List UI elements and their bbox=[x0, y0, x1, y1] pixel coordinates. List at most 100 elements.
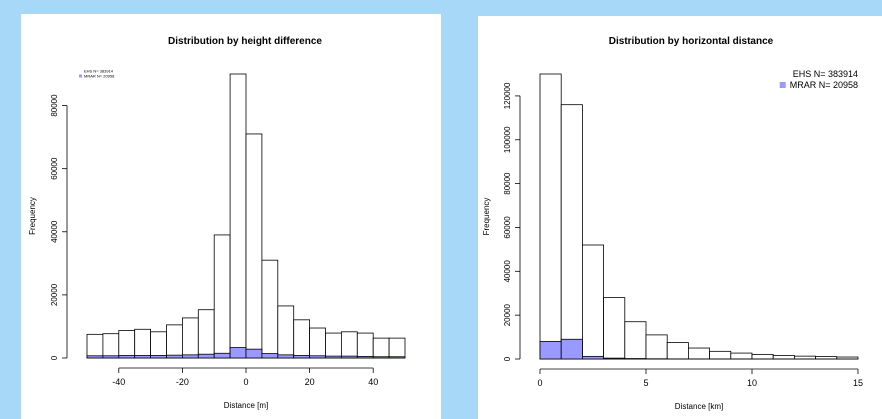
series-1-bars bbox=[539, 338, 859, 360]
legend-entry-label: MRAR N= 20958 bbox=[790, 80, 858, 90]
horizontal-distance-chart-panel: Distribution by horizontal distance 0 5 10 1… bbox=[478, 16, 882, 419]
y-axis-label: Frequency bbox=[482, 198, 491, 236]
histogram-bar bbox=[709, 350, 732, 360]
y-tick-label: 80000 bbox=[50, 94, 59, 117]
histogram-bar bbox=[539, 341, 562, 360]
histogram-bar bbox=[356, 356, 374, 359]
y-tick-label: 80000 bbox=[503, 172, 512, 195]
x-tick-label: 20 bbox=[305, 377, 315, 387]
histogram-bar bbox=[166, 324, 183, 359]
histogram-bar bbox=[772, 355, 795, 360]
legend-entry-swatch bbox=[779, 82, 786, 88]
y-tick-label: 40000 bbox=[50, 220, 59, 243]
y-tick-label: 20000 bbox=[503, 303, 512, 326]
histogram-bar bbox=[245, 348, 263, 359]
histogram-bar bbox=[388, 356, 406, 359]
histogram-bar bbox=[582, 355, 605, 360]
y-tick-label: 60000 bbox=[50, 157, 59, 180]
histogram-bar bbox=[372, 337, 390, 359]
histogram-bar bbox=[213, 352, 231, 359]
y-tick-label: 60000 bbox=[503, 216, 512, 239]
histogram-bar bbox=[560, 338, 583, 360]
histogram-bar bbox=[730, 352, 753, 360]
histogram-bar bbox=[197, 353, 215, 359]
legend-entry-swatch bbox=[79, 74, 82, 78]
y-axis-label: Frequency bbox=[28, 197, 37, 235]
histogram-bar bbox=[181, 354, 199, 359]
histogram-bar bbox=[181, 317, 199, 359]
x-tick-label: 40 bbox=[368, 377, 378, 387]
histogram-bar bbox=[134, 355, 151, 359]
histogram-bar bbox=[277, 305, 295, 359]
histogram-bar bbox=[86, 333, 104, 359]
histogram-bar bbox=[325, 355, 342, 359]
histogram-bar bbox=[293, 319, 311, 359]
histogram-bar bbox=[603, 297, 626, 360]
x-tick-label: 0 bbox=[243, 377, 248, 387]
histogram-bar bbox=[197, 309, 215, 359]
height-difference-chart-panel: Distribution by height difference -40 -20 0… bbox=[21, 14, 441, 419]
histogram-bar bbox=[86, 355, 104, 359]
histogram-bar bbox=[118, 330, 136, 359]
histogram-bar bbox=[560, 104, 583, 360]
series-1-bars bbox=[86, 347, 406, 359]
histogram-bar bbox=[340, 331, 358, 359]
x-tick-label: -20 bbox=[176, 377, 189, 387]
histogram-bar bbox=[229, 347, 247, 359]
histogram-bar bbox=[118, 355, 136, 359]
histogram-bar bbox=[751, 353, 774, 360]
chart-title: Distribution by horizontal distance bbox=[609, 36, 774, 47]
y-tick-label: 40000 bbox=[503, 260, 512, 283]
histogram-bar bbox=[150, 331, 167, 359]
x-tick-label: 0 bbox=[537, 378, 542, 388]
x-axis-label: Distance [m] bbox=[224, 401, 268, 410]
histogram-bar bbox=[603, 357, 626, 360]
legend-entry-label: EHS N= 383914 bbox=[793, 69, 858, 79]
histogram-bar bbox=[645, 334, 668, 360]
histogram-bar bbox=[261, 353, 279, 359]
histogram-bar bbox=[687, 347, 710, 360]
histogram-bar bbox=[134, 328, 151, 359]
histogram-bar bbox=[102, 355, 120, 359]
horizontal-distance-chart: Distribution by horizontal distance 0 5 10 1… bbox=[482, 36, 863, 411]
histogram-bar bbox=[166, 354, 183, 359]
histogram-bar bbox=[340, 355, 358, 359]
histogram-bar bbox=[309, 327, 326, 359]
histogram-bar bbox=[793, 355, 816, 360]
x-tick-label: 10 bbox=[747, 378, 757, 388]
series-0-bars bbox=[539, 73, 859, 360]
y-tick-label: 0 bbox=[50, 355, 59, 360]
histogram-bar bbox=[624, 321, 647, 360]
y-tick-label: 20000 bbox=[50, 283, 59, 306]
histogram-bar bbox=[229, 73, 247, 359]
histogram-bar bbox=[213, 234, 231, 359]
x-tick-label: 5 bbox=[643, 378, 648, 388]
chart-title: Distribution by height difference bbox=[168, 36, 322, 47]
histogram-bar bbox=[372, 356, 390, 359]
histogram-bar bbox=[356, 332, 374, 359]
x-tick-label: -40 bbox=[112, 377, 125, 387]
histogram-bar bbox=[150, 355, 167, 359]
histogram-bar bbox=[539, 73, 562, 360]
histogram-bar bbox=[582, 244, 605, 360]
histogram-bar bbox=[261, 259, 279, 359]
histogram-bar bbox=[309, 355, 326, 359]
histogram-bar bbox=[325, 332, 342, 359]
histogram-bar bbox=[293, 355, 311, 359]
y-tick-label: 100000 bbox=[503, 126, 512, 153]
histogram-bar bbox=[388, 337, 406, 359]
histogram-bar bbox=[277, 354, 295, 359]
histogram-bar bbox=[245, 133, 263, 359]
y-tick-label: 0 bbox=[503, 356, 512, 361]
histogram-bar bbox=[666, 342, 689, 360]
series-0-bars bbox=[86, 73, 406, 359]
histogram-bar bbox=[102, 333, 120, 359]
x-tick-label: 15 bbox=[853, 378, 863, 388]
legend-entry-label: EHS N= 383914 bbox=[84, 68, 114, 73]
x-axis-label: Distance [km] bbox=[675, 402, 723, 411]
height-difference-chart: Distribution by height difference -40 -20 0… bbox=[28, 36, 406, 410]
y-tick-label: 120000 bbox=[503, 82, 512, 109]
legend-entry-label: MRAR N= 20958 bbox=[84, 73, 115, 78]
